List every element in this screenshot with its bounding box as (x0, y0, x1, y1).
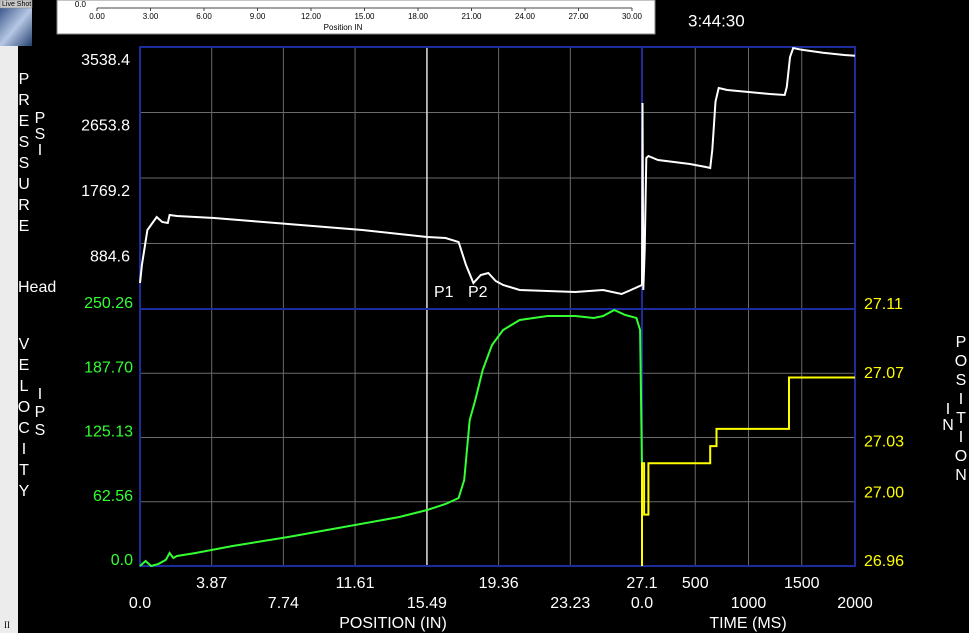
inset-tick-label: 15.00 (354, 12, 375, 21)
thumbnail (0, 8, 32, 46)
y2-tick-label: 27.03 (864, 433, 904, 450)
y-tick-label: 3538.4 (81, 52, 130, 69)
footer: II (4, 620, 10, 630)
y2-tick-label: 26.96 (864, 553, 904, 570)
series-line (641, 376, 855, 566)
x-axis-label: TIME (MS) (709, 615, 786, 632)
x-tick-label: 23.23 (550, 595, 590, 612)
series-line (139, 213, 643, 296)
y-tick-label: 62.56 (93, 488, 133, 505)
inset-tick-label: 27.00 (568, 12, 589, 21)
x-tick-label: 11.61 (336, 575, 375, 592)
timestamp: 3:44:30 (688, 11, 745, 30)
x-tick-label: 1000 (731, 595, 767, 612)
inset-tick-label: 30.00 (622, 12, 643, 21)
inset-tick-label: 24.00 (515, 12, 536, 21)
x-tick-label: 15.49 (407, 595, 447, 612)
left-strip (0, 0, 18, 633)
y-tick-label: 1769.2 (81, 183, 130, 200)
inset-y-tick-label: 0.0 (75, 0, 87, 9)
y-tick-label: 187.70 (84, 359, 133, 376)
inset-panel (56, 0, 656, 35)
x-tick-label: 7.74 (268, 595, 299, 612)
inset-tick-label: 0.00 (89, 12, 105, 21)
inset-tick-label: 9.00 (250, 12, 266, 21)
y2-tick-label: 27.07 (864, 365, 904, 382)
series-line (139, 308, 643, 568)
x-tick-label: 19.36 (479, 575, 519, 592)
x-tick-label: 0.0 (631, 595, 653, 612)
series-line (641, 46, 856, 291)
inset-tick-label: 12.00 (301, 12, 322, 21)
x-tick-label: 3.87 (196, 575, 227, 592)
inset-tick-label: 6.00 (196, 12, 212, 21)
tab-label[interactable]: Live Shot (2, 1, 31, 8)
x-tick-label: 0.0 (129, 595, 151, 612)
x-axis-label: POSITION (IN) (339, 615, 447, 632)
inset-x-label: Position IN (324, 23, 363, 32)
x-tick-label: 27.1 (626, 575, 657, 592)
x-tick-label: 2000 (837, 595, 873, 612)
y-tick-label: 0.0 (111, 552, 133, 569)
y-tick-label: 884.6 (90, 249, 130, 266)
inset-tick-label: 21.00 (461, 12, 482, 21)
y2-tick-label: 27.11 (864, 296, 903, 313)
y-tick-label: 125.13 (84, 424, 133, 441)
head-label: Head (18, 279, 56, 296)
y-tick-label: 2653.8 (81, 118, 130, 135)
marker-label: P2 (468, 284, 488, 301)
inset-tick-label: 3.00 (143, 12, 159, 21)
y-tick-label: 250.26 (84, 295, 133, 312)
y2-tick-label: 27.00 (864, 485, 904, 502)
tab[interactable] (0, 0, 33, 9)
x-tick-label: 500 (682, 575, 709, 592)
plot-frame (139, 46, 856, 567)
x-tick-label: 1500 (784, 575, 820, 592)
inset-tick-label: 18.00 (408, 12, 429, 21)
marker-label: P1 (434, 284, 454, 301)
